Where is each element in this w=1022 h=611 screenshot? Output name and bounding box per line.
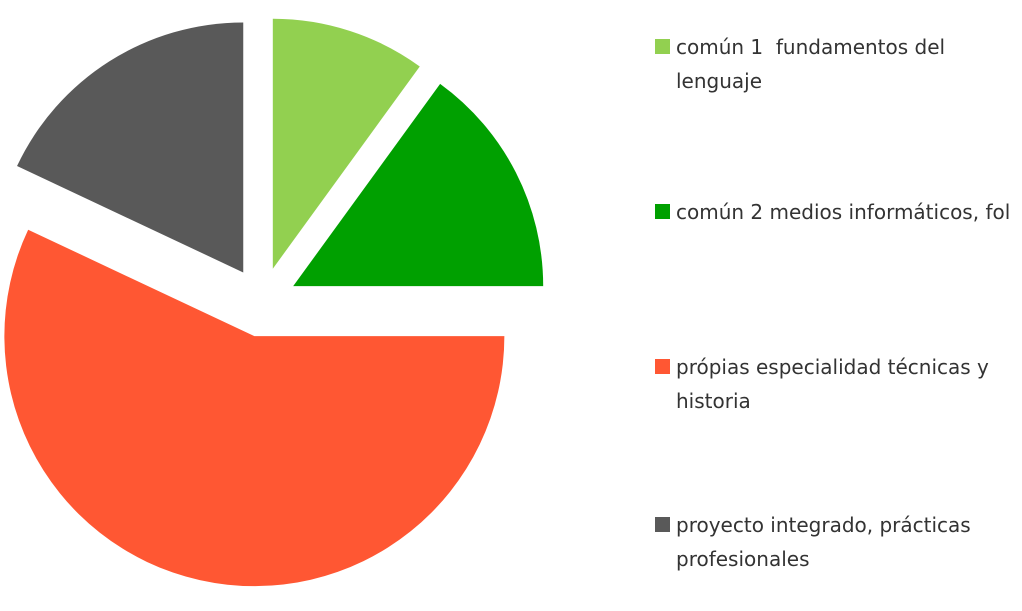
legend-item: própias especialidad técnicas y historia: [655, 350, 1015, 418]
legend-label: proyecto integrado, prácticas profesiona…: [676, 513, 978, 571]
legend-label: própias especialidad técnicas y historia: [676, 355, 996, 413]
legend-swatch: [655, 517, 670, 532]
legend-swatch: [655, 359, 670, 374]
legend-label: común 2 medios informáticos, fol: [676, 200, 1011, 224]
pie: [4, 18, 544, 587]
legend-swatch: [655, 204, 670, 219]
legend-item: proyecto integrado, prácticas profesiona…: [655, 508, 1015, 576]
legend-item: común 2 medios informáticos, fol: [655, 195, 1015, 229]
pie-slice: [272, 18, 420, 269]
legend-swatch: [655, 39, 670, 54]
pie-slice: [17, 22, 244, 273]
pie-slice: [293, 83, 544, 287]
legend-item: común 1 fundamentos del lenguaje: [655, 30, 1015, 98]
pie-slice: [4, 229, 505, 587]
legend-label: común 1 fundamentos del lenguaje: [676, 35, 952, 93]
